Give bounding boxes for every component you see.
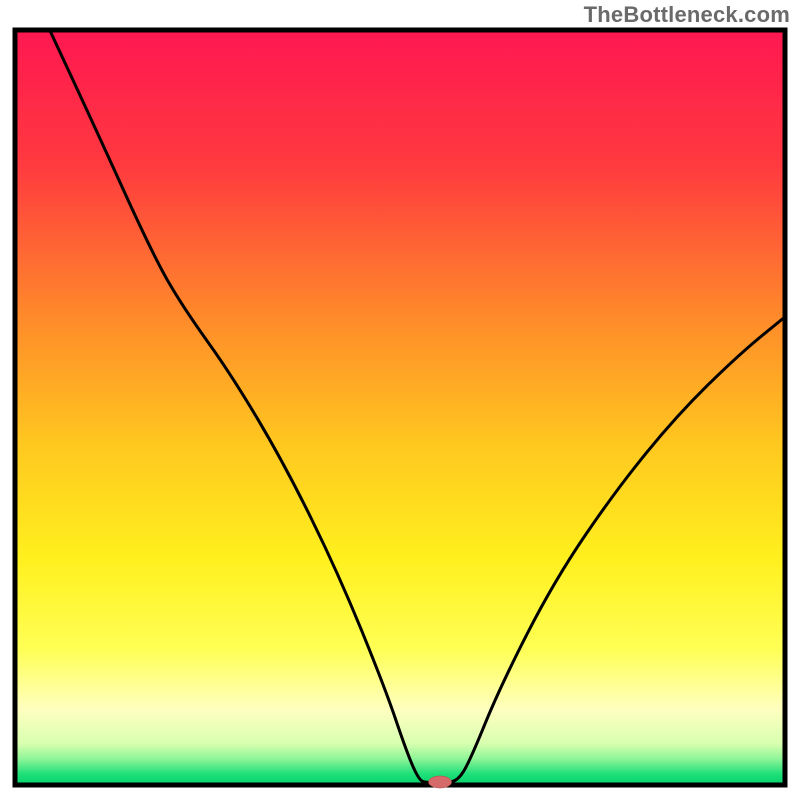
watermark-text: TheBottleneck.com [584, 2, 790, 28]
optimal-marker [428, 776, 451, 788]
plot-background [15, 30, 785, 785]
chart-container: TheBottleneck.com [0, 0, 800, 800]
bottleneck-chart [0, 0, 800, 800]
